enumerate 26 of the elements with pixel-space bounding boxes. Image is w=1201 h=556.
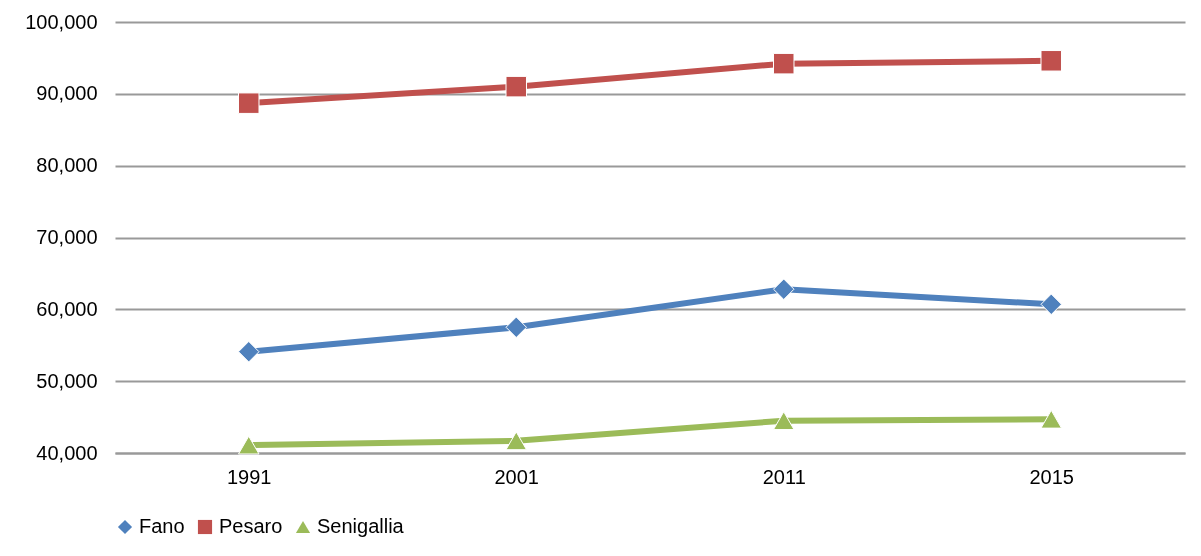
x-tick-label: 2015 bbox=[1029, 465, 1074, 488]
point bbox=[505, 75, 527, 98]
y-tick-label: 50,000 bbox=[36, 369, 98, 392]
point bbox=[238, 340, 260, 363]
y-tick-label: 40,000 bbox=[36, 441, 98, 464]
x-tick-label: 1991 bbox=[227, 465, 272, 488]
legend-label: Fano bbox=[139, 515, 185, 537]
point bbox=[238, 92, 260, 114]
legend-label: Pesaro bbox=[219, 515, 283, 537]
y-tick-label: 70,000 bbox=[36, 226, 98, 248]
x-tick-label: 2011 bbox=[762, 465, 806, 488]
point bbox=[505, 431, 527, 451]
point bbox=[505, 316, 527, 339]
x-tick-label: 2001 bbox=[494, 465, 539, 488]
legend-label: Senigallia bbox=[317, 515, 405, 537]
point bbox=[773, 411, 795, 431]
point bbox=[1040, 50, 1062, 72]
y-tick-label: 90,000 bbox=[36, 82, 98, 105]
point bbox=[773, 278, 795, 300]
point bbox=[1040, 409, 1062, 429]
point bbox=[238, 435, 260, 455]
y-tick-label: 60,000 bbox=[36, 297, 98, 320]
y-tick-label: 80,000 bbox=[36, 154, 98, 177]
point bbox=[1040, 293, 1062, 316]
y-tick-label: 100,000 bbox=[25, 10, 98, 33]
point bbox=[773, 52, 795, 75]
